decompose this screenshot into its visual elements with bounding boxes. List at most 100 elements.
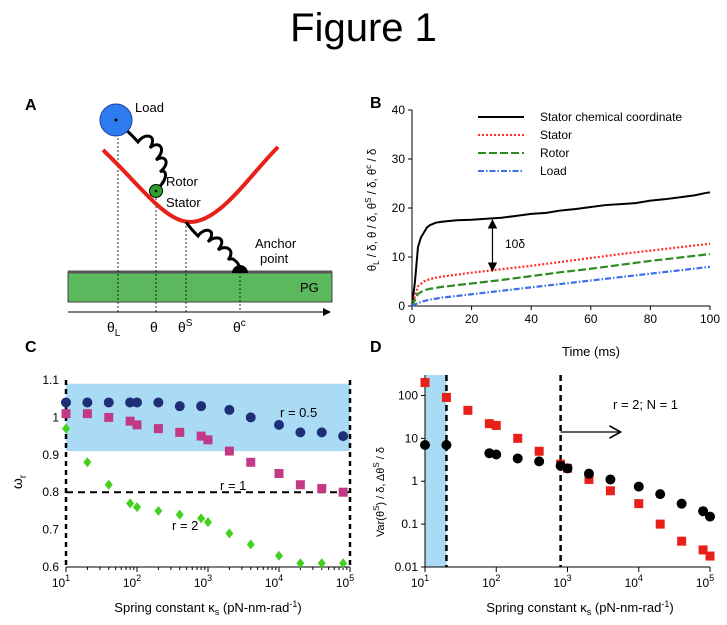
d-point-series-0 — [534, 446, 544, 456]
d-point-series-0 — [634, 499, 644, 509]
anchor-point-marker — [232, 265, 248, 273]
c-point-series-2 — [296, 558, 305, 569]
d-ytick-label: 10 — [405, 431, 419, 445]
d-point-series-1 — [534, 456, 545, 467]
c-point-series-1 — [125, 416, 135, 426]
c-point-series-2 — [62, 423, 70, 434]
b-ytick-label: 30 — [392, 152, 406, 166]
b-series-line-3 — [411, 265, 711, 307]
c-point-series-0 — [153, 397, 164, 408]
c-point-series-2 — [275, 550, 283, 561]
panel-c-xlabel: Spring constant κs (pN-nm-rad-1) — [114, 599, 301, 617]
d-xtick-label: 104 — [625, 573, 643, 590]
b-series-line-0 — [411, 191, 711, 307]
c-point-series-1 — [203, 435, 213, 445]
annotation-r-2: r = 2 — [172, 518, 198, 533]
c-point-series-0 — [224, 404, 235, 415]
b-xtick-label: 80 — [644, 312, 658, 326]
panel-b-annotation: 10δ — [505, 237, 525, 251]
legend-label-stator-chem: Stator chemical coordinate — [540, 110, 682, 124]
b-xtick-label: 20 — [465, 312, 479, 326]
c-point-series-1 — [82, 409, 92, 419]
d-xtick-label: 103 — [553, 573, 571, 590]
panel-d-xlabel: Spring constant κs (pN-nm-rad-1) — [486, 599, 673, 617]
figure-title: Figure 1 — [290, 6, 437, 50]
d-point-series-1 — [698, 506, 709, 517]
panel-b-letter: B — [370, 95, 382, 112]
c-xtick-label: 101 — [52, 573, 70, 590]
c-point-series-2 — [225, 528, 234, 539]
rotor-label: Rotor — [166, 174, 198, 189]
c-point-series-0 — [316, 427, 327, 438]
c-ytick-label: 0.6 — [42, 560, 59, 574]
b-ytick-label: 20 — [392, 201, 406, 215]
d-point-series-1 — [420, 439, 430, 450]
load-center — [114, 118, 118, 122]
c-xtick-label: 104 — [265, 573, 283, 590]
d-point-series-0 — [513, 433, 523, 443]
stator-spring — [184, 221, 242, 269]
c-point-series-2 — [154, 505, 163, 516]
c-point-series-0 — [196, 401, 207, 412]
d-ytick-label: 1 — [411, 474, 418, 488]
b-series-line-2 — [411, 252, 711, 307]
theta-c-label: θc — [233, 318, 246, 335]
c-point-series-1 — [224, 446, 234, 456]
c-point-series-2 — [83, 457, 92, 468]
rotor-center — [154, 189, 158, 193]
theta-s-label: θS — [178, 318, 193, 335]
panel-a-letter: A — [25, 97, 37, 114]
c-point-series-1 — [196, 431, 206, 441]
c-point-series-0 — [132, 397, 142, 408]
d-shaded-band — [425, 375, 447, 567]
d-point-series-1 — [633, 481, 644, 492]
d-point-series-1 — [491, 449, 502, 460]
panel-d-letter: D — [370, 339, 382, 356]
c-point-series-2 — [175, 509, 184, 520]
stator-label: Stator — [166, 195, 201, 210]
d-point-series-0 — [655, 519, 665, 529]
b-xtick-label: 100 — [700, 312, 720, 326]
d-xtick-label: 102 — [482, 573, 500, 590]
c-point-series-1 — [295, 480, 305, 490]
d-point-series-0 — [705, 551, 715, 561]
c-ytick-label: 0.8 — [42, 485, 59, 499]
panel-c-letter: C — [25, 339, 37, 356]
load-label: Load — [135, 100, 164, 115]
b-ytick-label: 0 — [398, 299, 405, 313]
b-series-line-1 — [410, 242, 711, 307]
c-point-series-2 — [339, 558, 348, 569]
c-point-series-0 — [103, 397, 114, 408]
c-point-series-1 — [104, 412, 114, 422]
panel-d-annotation: r = 2; N = 1 — [613, 397, 678, 412]
c-xtick-label: 105 — [336, 573, 354, 590]
anchor-label-line1: Anchor — [255, 236, 297, 251]
panel-b-xlabel: Time (ms) — [562, 344, 620, 359]
c-ytick-label: 0.9 — [42, 448, 59, 462]
legend-label-stator: Stator — [540, 128, 572, 142]
d-point-series-0 — [463, 405, 473, 415]
c-ytick-label: 1.1 — [42, 373, 59, 387]
panel-d: D Var(θS) / δ, ΔθS / δ Spring constant κ… — [370, 339, 715, 617]
c-point-series-0 — [174, 401, 185, 412]
d-point-series-0 — [605, 486, 615, 496]
d-point-series-0 — [584, 474, 594, 484]
d-point-series-1 — [562, 463, 573, 474]
d-point-series-0 — [420, 378, 430, 388]
legend-label-rotor: Rotor — [540, 146, 569, 160]
d-point-series-1 — [676, 498, 687, 509]
c-point-series-0 — [245, 412, 256, 423]
c-point-series-2 — [133, 502, 141, 513]
legend-label-load: Load — [540, 164, 567, 178]
annotation-r-0-5: r = 0.5 — [280, 405, 317, 420]
anchor-label-line2: point — [260, 251, 289, 266]
b-xtick-label: 40 — [525, 312, 539, 326]
d-xtick-label: 105 — [696, 573, 714, 590]
d-ytick-label: 100 — [398, 388, 418, 402]
theta-label: θ — [150, 319, 158, 335]
d-point-series-0 — [441, 392, 451, 402]
b-xtick-label: 60 — [584, 312, 598, 326]
c-point-series-1 — [132, 420, 142, 430]
d-point-series-1 — [583, 468, 594, 479]
